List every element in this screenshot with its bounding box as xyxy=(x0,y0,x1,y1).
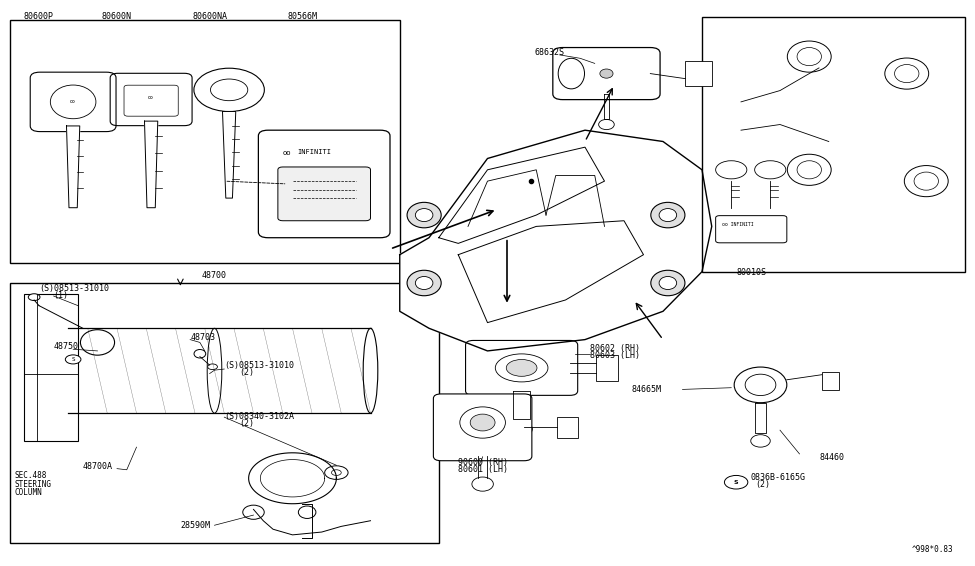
Ellipse shape xyxy=(460,407,505,438)
Ellipse shape xyxy=(495,354,548,382)
Ellipse shape xyxy=(506,359,537,376)
Ellipse shape xyxy=(243,505,264,520)
Text: oo: oo xyxy=(148,95,154,100)
Polygon shape xyxy=(144,121,158,208)
Bar xyxy=(597,355,618,381)
Text: 84665M: 84665M xyxy=(632,385,662,394)
Circle shape xyxy=(325,466,348,479)
Ellipse shape xyxy=(755,161,786,179)
Ellipse shape xyxy=(734,367,787,403)
Text: 80600N: 80600N xyxy=(102,12,132,21)
Ellipse shape xyxy=(745,374,776,396)
Text: oo: oo xyxy=(283,150,292,156)
Ellipse shape xyxy=(915,172,938,190)
FancyBboxPatch shape xyxy=(553,48,660,100)
FancyBboxPatch shape xyxy=(716,216,787,243)
Text: 68632S: 68632S xyxy=(534,49,565,58)
Ellipse shape xyxy=(788,41,831,72)
Ellipse shape xyxy=(788,155,831,186)
Ellipse shape xyxy=(558,58,585,89)
Bar xyxy=(24,294,78,441)
Text: (2): (2) xyxy=(239,368,254,377)
Text: 80600NA: 80600NA xyxy=(192,12,227,21)
Bar xyxy=(10,283,439,543)
Polygon shape xyxy=(66,126,80,208)
Text: 28590M: 28590M xyxy=(180,521,211,530)
Ellipse shape xyxy=(885,58,928,89)
Text: 80603 (LH): 80603 (LH) xyxy=(590,351,640,360)
Ellipse shape xyxy=(472,477,493,491)
Ellipse shape xyxy=(716,161,747,179)
Text: oo INFINITI: oo INFINITI xyxy=(722,222,754,228)
Circle shape xyxy=(208,364,217,370)
Bar xyxy=(702,17,965,272)
Text: 80600P: 80600P xyxy=(24,12,54,21)
FancyBboxPatch shape xyxy=(278,167,370,221)
Ellipse shape xyxy=(659,208,677,221)
Text: 48703: 48703 xyxy=(190,333,215,342)
Ellipse shape xyxy=(408,202,441,228)
Ellipse shape xyxy=(60,328,76,413)
Text: SEC.488: SEC.488 xyxy=(15,471,47,481)
Text: 90600 (RH): 90600 (RH) xyxy=(458,458,508,468)
Ellipse shape xyxy=(659,276,677,290)
Text: 0836B-6165G: 0836B-6165G xyxy=(751,473,805,482)
Ellipse shape xyxy=(298,506,316,518)
Ellipse shape xyxy=(651,202,684,228)
Text: (S)08513-31010: (S)08513-31010 xyxy=(39,285,109,294)
Text: 48700A: 48700A xyxy=(83,462,113,471)
Text: (2): (2) xyxy=(239,419,254,428)
Text: 80566M: 80566M xyxy=(288,12,317,21)
Polygon shape xyxy=(222,112,236,198)
Text: 48750: 48750 xyxy=(54,342,79,351)
Circle shape xyxy=(65,355,81,364)
Ellipse shape xyxy=(470,414,495,431)
Circle shape xyxy=(332,470,341,475)
Text: (1): (1) xyxy=(54,291,68,301)
Text: 84460: 84460 xyxy=(819,453,844,462)
Ellipse shape xyxy=(599,119,614,130)
Text: 80010S: 80010S xyxy=(736,268,766,277)
Text: 48700: 48700 xyxy=(202,272,227,281)
Ellipse shape xyxy=(363,328,378,413)
Text: COLUMN: COLUMN xyxy=(15,488,42,498)
Ellipse shape xyxy=(408,271,441,295)
Ellipse shape xyxy=(895,65,918,83)
Ellipse shape xyxy=(28,294,40,301)
Text: STEERING: STEERING xyxy=(15,480,52,489)
FancyBboxPatch shape xyxy=(433,394,532,461)
Text: 80601 (LH): 80601 (LH) xyxy=(458,465,508,474)
Ellipse shape xyxy=(415,208,433,221)
Text: S: S xyxy=(71,357,75,362)
Text: (S)08340-3102A: (S)08340-3102A xyxy=(224,412,294,421)
Ellipse shape xyxy=(80,329,115,355)
Ellipse shape xyxy=(651,271,684,295)
Text: (2): (2) xyxy=(756,480,770,489)
Polygon shape xyxy=(400,130,712,351)
Bar xyxy=(822,372,839,390)
Text: 80602 (RH): 80602 (RH) xyxy=(590,344,640,353)
Bar xyxy=(558,417,578,438)
Text: oo: oo xyxy=(70,100,76,104)
Ellipse shape xyxy=(511,422,532,436)
Text: ^998*0.83: ^998*0.83 xyxy=(912,545,954,554)
Bar xyxy=(10,20,400,263)
Ellipse shape xyxy=(905,165,948,196)
Text: INFINITI: INFINITI xyxy=(297,149,332,156)
Bar xyxy=(685,61,712,86)
Ellipse shape xyxy=(207,328,222,413)
Ellipse shape xyxy=(600,69,613,78)
Ellipse shape xyxy=(194,349,206,358)
Ellipse shape xyxy=(798,48,821,66)
Text: S: S xyxy=(734,480,738,484)
Text: (S)08513-31010: (S)08513-31010 xyxy=(224,361,294,370)
FancyBboxPatch shape xyxy=(466,341,577,395)
Ellipse shape xyxy=(751,435,770,447)
Circle shape xyxy=(724,475,748,489)
Ellipse shape xyxy=(415,276,433,290)
Ellipse shape xyxy=(798,161,821,179)
